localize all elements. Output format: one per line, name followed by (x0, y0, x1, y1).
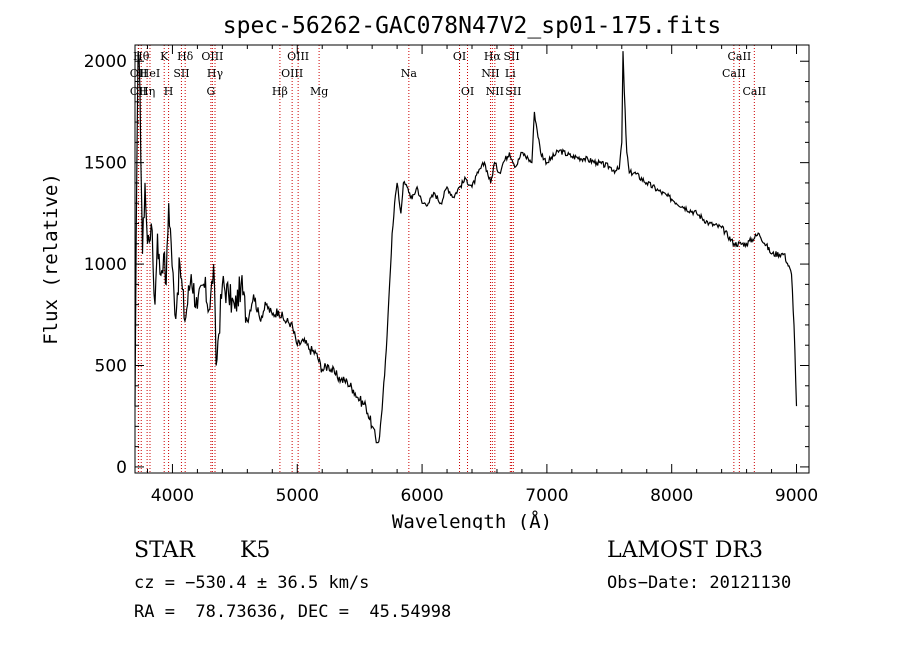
line-label-18: OI (461, 85, 474, 98)
plot-frame (134, 44, 810, 474)
flux-series (134, 51, 798, 444)
x-axis-ticks: 4000 5000 6000 7000 8000 9000 (146, 45, 818, 506)
line-label-24: SII (505, 85, 521, 98)
line-label-22: Li (505, 67, 516, 80)
y-tick-label-2: 1000 (84, 255, 127, 275)
line-label-12: Hβ (272, 85, 288, 98)
sky-coordinates: RA = 78.73636, DEC = 45.54998 (134, 602, 452, 622)
line-label-2: Hθ (133, 50, 150, 63)
x-tick-label-5: 9000 (775, 486, 818, 506)
line-label-19: NII (481, 67, 499, 80)
line-label-23: SII (503, 50, 519, 63)
line-label-15: Mg (310, 85, 328, 98)
object-class: STAR (134, 538, 195, 563)
line-label-21: NII (486, 85, 504, 98)
y-tick-label-4: 2000 (84, 52, 127, 72)
y-tick-label-3: 1500 (84, 154, 127, 174)
line-label-20: Hα (484, 50, 502, 63)
line-label-5: K (160, 50, 169, 63)
observation-date: Obs−Date: 20121130 (607, 573, 792, 593)
redshift-velocity: cz = −530.4 ± 36.5 km/s (134, 573, 370, 593)
line-label-1: OII (130, 67, 148, 80)
y-tick-label-1: 500 (95, 356, 127, 376)
x-tick-label-2: 6000 (400, 486, 443, 506)
x-tick-label-0: 4000 (151, 486, 194, 506)
x-axis-label: Wavelength (Å) (392, 510, 552, 530)
line-label-6: H (164, 85, 174, 98)
line-label-25: CaII (722, 67, 746, 80)
line-label-4: HeI (140, 67, 160, 80)
spectrum-chart: spec-56262-GAC078N47V2_sp01-175.fits CII… (40, 13, 818, 530)
line-label-16: Na (401, 67, 418, 80)
spectral-type: K5 (240, 538, 271, 563)
line-label-27: CaII (742, 85, 766, 98)
line-label-17: OI (453, 50, 466, 63)
line-label-10: G (206, 85, 215, 98)
line-label-0: CII (130, 85, 147, 98)
x-tick-label-1: 5000 (276, 486, 319, 506)
series-line-0 (134, 51, 798, 444)
line-label-8: Hδ (177, 50, 194, 63)
x-tick-label-3: 7000 (525, 486, 568, 506)
x-tick-label-4: 8000 (650, 486, 693, 506)
line-label-14: OIII (287, 50, 309, 63)
y-tick-label-0: 0 (116, 458, 127, 478)
line-label-9: OIII (201, 50, 223, 63)
survey-name: LAMOST DR3 (607, 538, 763, 563)
line-label-3: Hη (139, 85, 155, 98)
line-label-13: OIII (281, 67, 303, 80)
y-axis-label: Flux (relative) (40, 173, 62, 345)
line-label-7: SII (173, 67, 189, 80)
y-axis-ticks: 0 500 1000 1500 2000 (84, 52, 809, 478)
line-label-11: Hγ (207, 67, 224, 80)
spectral-line-markers (137, 45, 755, 473)
chart-title: spec-56262-GAC078N47V2_sp01-175.fits (223, 13, 722, 39)
line-label-26: CaII (728, 50, 752, 63)
